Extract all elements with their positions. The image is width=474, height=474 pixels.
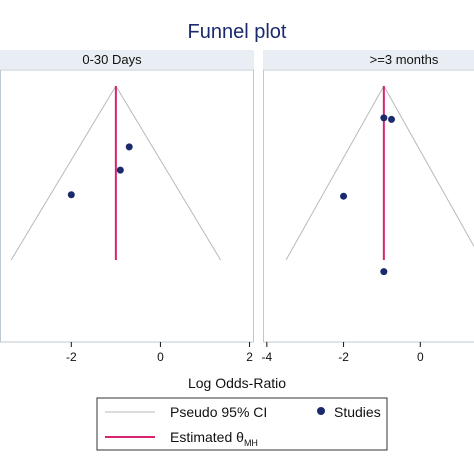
study-point [380,268,388,276]
panel-right-label: >=3 months [370,52,439,67]
panel-left: 0-30 Days -2 0 2 [0,50,254,364]
pseudo-ci-right-line [383,85,474,248]
panel-left-plot-area [0,69,254,343]
x-tick-label: -4 [262,350,273,364]
panel-right-strip [263,50,474,69]
x-tick-label: 2 [246,350,253,364]
legend-box [96,397,388,451]
study-point [388,115,396,123]
study-point [380,114,388,122]
chart-title: Funnel plot [188,21,287,43]
legend-estimate-label: Estimated θ [170,429,244,445]
x-axis-title: Log Odds-Ratio [188,375,286,391]
study-point [67,191,75,199]
legend-ci-label: Pseudo 95% CI [170,404,267,420]
pseudo-ci-left-line [285,85,385,261]
panel-left-strip [0,50,254,69]
pseudo-ci-right-line [115,85,222,261]
legend-studies-label: Studies [334,404,381,420]
x-tick-label: -2 [338,350,349,364]
study-point [340,192,348,200]
pseudo-ci-left-line [10,85,117,261]
x-tick-label: 0 [417,350,424,364]
legend-studies-marker [317,407,325,415]
legend-estimate-subscript: MH [244,438,258,448]
x-tick-label: 0 [157,350,164,364]
panel-right: >=3 months -4 -2 0 [262,50,474,364]
legend-estimate-text: Estimated θMH [170,429,258,448]
legend: Pseudo 95% CI Studies Estimated θMH [96,397,388,451]
panel-left-label: 0-30 Days [82,52,142,67]
study-point [116,166,124,174]
panel-right-plot-area [263,69,474,343]
study-point [125,143,133,151]
x-tick-label: -2 [66,350,77,364]
